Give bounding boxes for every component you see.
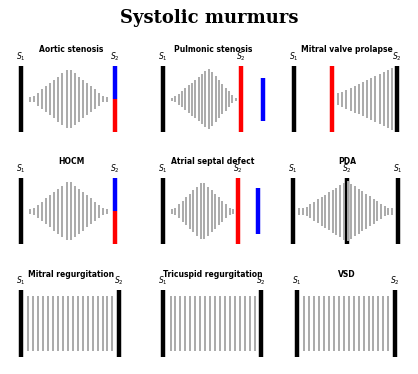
- Text: $S_1$: $S_1$: [288, 162, 298, 175]
- Text: Mitral regurgitation: Mitral regurgitation: [28, 270, 114, 279]
- Text: $S_2$: $S_2$: [392, 50, 402, 63]
- Text: $S_1$: $S_1$: [158, 50, 168, 63]
- Text: $S_1$: $S_1$: [393, 162, 403, 175]
- Text: VSD: VSD: [338, 270, 356, 279]
- Text: Mitral valve prolapse: Mitral valve prolapse: [301, 45, 393, 54]
- Text: $S_2$: $S_2$: [236, 50, 246, 63]
- Text: $S_1$: $S_1$: [16, 50, 26, 63]
- Text: $S_2$: $S_2$: [110, 162, 120, 175]
- Text: $S_1$: $S_1$: [16, 162, 26, 175]
- Text: HOCM: HOCM: [58, 157, 84, 166]
- Text: $S_2$: $S_2$: [233, 162, 243, 175]
- Text: Atrial septal defect: Atrial septal defect: [171, 157, 255, 166]
- Text: $S_1$: $S_1$: [292, 275, 302, 287]
- Text: $S_1$: $S_1$: [16, 275, 26, 287]
- Text: $S_2$: $S_2$: [110, 50, 120, 63]
- Text: PDA: PDA: [338, 157, 356, 166]
- Text: $S_1$: $S_1$: [158, 275, 168, 287]
- Text: Systolic murmurs: Systolic murmurs: [120, 9, 298, 27]
- Text: $S_1$: $S_1$: [289, 50, 299, 63]
- Text: Aortic stenosis: Aortic stenosis: [39, 45, 103, 54]
- Text: $S_2$: $S_2$: [114, 275, 124, 287]
- Text: $S_2$: $S_2$: [256, 275, 266, 287]
- Text: $S_1$: $S_1$: [158, 162, 168, 175]
- Text: $S_2$: $S_2$: [390, 275, 400, 287]
- Text: Tricuspid regurgitation: Tricuspid regurgitation: [163, 270, 263, 279]
- Text: $S_2$: $S_2$: [342, 162, 352, 175]
- Text: Pulmonic stenosis: Pulmonic stenosis: [174, 45, 252, 54]
